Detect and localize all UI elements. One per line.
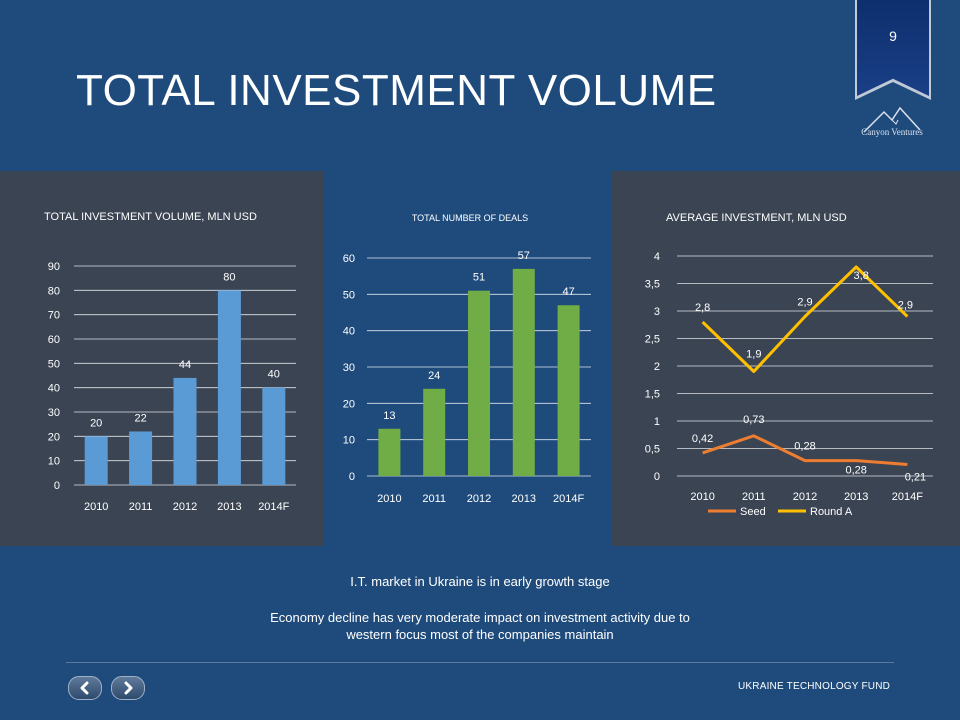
data-label: 2,8 xyxy=(695,302,710,314)
note-economy-decline: Economy decline has very moderate impact… xyxy=(270,610,690,625)
legend-label: Seed xyxy=(740,506,766,518)
data-label: 44 xyxy=(179,359,191,371)
y-tick-label: 60 xyxy=(343,253,355,265)
y-tick-label: 3,5 xyxy=(645,279,660,291)
x-tick-label: 2014F xyxy=(892,491,923,503)
bar xyxy=(84,436,108,485)
chart-panel-investment-volume: TOTAL INVESTMENT VOLUME, MLN USD 0 10 20 30 4… xyxy=(0,171,323,546)
bar xyxy=(217,290,241,485)
bar xyxy=(557,305,580,476)
y-tick-label: 50 xyxy=(48,358,60,370)
x-tick-label: 2014F xyxy=(258,501,289,513)
x-tick-label: 2011 xyxy=(129,501,153,513)
note-market-stage: I.T. market in Ukraine is in early growt… xyxy=(350,574,610,589)
bar xyxy=(468,290,490,476)
data-label: 51 xyxy=(473,272,485,284)
y-tick-label: 1,5 xyxy=(645,389,660,401)
data-label: 13 xyxy=(383,410,395,422)
y-tick-label: 4 xyxy=(654,251,660,263)
bar xyxy=(423,388,446,476)
y-tick-label: 0,5 xyxy=(645,444,660,456)
note-western-focus: western focus most of the companies main… xyxy=(346,627,614,642)
x-tick-label: 2013 xyxy=(512,493,536,505)
chevron-right-icon xyxy=(124,681,133,695)
x-tick-label: 2010 xyxy=(377,493,401,505)
x-tick-label: 2013 xyxy=(844,491,868,503)
y-tick-label: 10 xyxy=(343,435,355,447)
x-tick-label: 2012 xyxy=(173,501,197,513)
bar xyxy=(262,387,286,485)
bar xyxy=(129,431,153,485)
y-tick-label: 30 xyxy=(343,362,355,374)
data-label: 3,8 xyxy=(854,270,869,282)
x-tick-label: 2014F xyxy=(553,493,584,505)
chart-panel-average-investment: AVERAGE INVESTMENT, MLN USD 0 0,5 1 1,5 2 2,5 3… xyxy=(612,171,960,546)
data-label: 80 xyxy=(223,271,235,283)
y-tick-label: 3 xyxy=(654,306,660,318)
y-tick-label: 30 xyxy=(48,407,60,419)
footer-brand: UKRAINE TECHNOLOGY FUND xyxy=(738,681,891,692)
y-tick-label: 20 xyxy=(343,398,355,410)
x-tick-label: 2011 xyxy=(422,493,446,505)
previous-slide-button[interactable] xyxy=(68,676,102,700)
data-label: 1,9 xyxy=(746,349,761,361)
data-label: 2,9 xyxy=(898,300,913,312)
data-label: 0,28 xyxy=(845,465,866,477)
y-tick-label: 70 xyxy=(48,310,60,322)
chart-title: AVERAGE INVESTMENT, MLN USD xyxy=(666,212,847,224)
y-tick-label: 60 xyxy=(48,334,60,346)
logo-text: Canyon Ventures xyxy=(861,127,923,137)
data-label: 2,9 xyxy=(797,297,812,309)
y-tick-label: 90 xyxy=(48,261,60,273)
page-number: 9 xyxy=(889,28,897,44)
x-tick-label: 2010 xyxy=(84,501,108,513)
y-tick-label: 0 xyxy=(54,480,60,492)
chart-title: TOTAL INVESTMENT VOLUME, MLN USD xyxy=(44,211,257,223)
data-label: 24 xyxy=(428,370,440,382)
y-tick-label: 50 xyxy=(343,289,355,301)
chevron-left-icon xyxy=(80,681,89,695)
y-tick-label: 20 xyxy=(48,431,60,443)
average-investment-chart: AVERAGE INVESTMENT, MLN USD 0 0,5 1 1,5 2 2,5 3… xyxy=(645,212,933,518)
y-tick-label: 1 xyxy=(654,416,660,428)
y-tick-label: 2,5 xyxy=(645,334,660,346)
series-line xyxy=(702,434,908,466)
y-tick-label: 0 xyxy=(349,471,355,483)
data-label: 57 xyxy=(518,250,530,262)
bar xyxy=(173,377,197,485)
bar xyxy=(512,268,535,476)
data-label: 0,42 xyxy=(692,433,713,445)
data-label: 47 xyxy=(562,286,574,298)
number-of-deals-chart: TOTAL NUMBER OF DEALS 0 10 20 30 40 50 60 2010 20… xyxy=(343,213,591,505)
mountain-logo-icon xyxy=(863,106,921,133)
x-tick-label: 2013 xyxy=(217,501,241,513)
chart-panel-number-of-deals: TOTAL NUMBER OF DEALS 0 10 20 30 40 50 60 2010 20… xyxy=(323,171,612,546)
data-label: 22 xyxy=(134,412,146,424)
data-label: 0,21 xyxy=(905,471,926,483)
y-tick-label: 10 xyxy=(48,456,60,468)
x-tick-label: 2011 xyxy=(742,491,766,503)
bar xyxy=(378,428,401,476)
y-tick-label: 40 xyxy=(343,326,355,338)
y-tick-label: 40 xyxy=(48,383,60,395)
series-line xyxy=(701,265,909,373)
y-tick-label: 2 xyxy=(654,361,660,373)
chart-title: TOTAL NUMBER OF DEALS xyxy=(412,213,528,223)
data-label: 0,73 xyxy=(743,414,764,426)
x-tick-label: 2012 xyxy=(793,491,817,503)
page-title: TOTAL INVESTMENT VOLUME xyxy=(76,66,717,115)
x-tick-label: 2010 xyxy=(690,491,714,503)
y-tick-label: 0 xyxy=(654,471,660,483)
data-label: 20 xyxy=(90,417,102,429)
footer-divider xyxy=(66,662,894,663)
y-tick-label: 80 xyxy=(48,285,60,297)
data-label: 0,28 xyxy=(794,441,815,453)
x-tick-label: 2012 xyxy=(467,493,491,505)
investment-volume-chart: TOTAL INVESTMENT VOLUME, MLN USD 0 10 20 30 4… xyxy=(44,211,296,513)
legend-label: Round A xyxy=(810,506,853,518)
next-slide-button[interactable] xyxy=(111,676,145,700)
data-label: 40 xyxy=(268,369,280,381)
